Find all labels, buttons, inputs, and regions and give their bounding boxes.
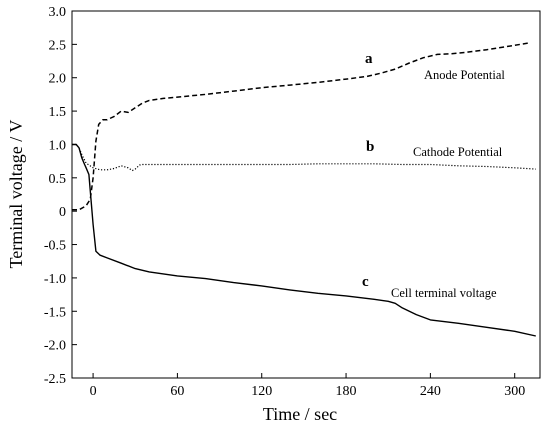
y-axis-ticks: 3.0 2.5 2.0 1.5 1.0 0.5 0 -0.5 -1.0 -1.5 -2.0 -2.5: [44, 5, 77, 387]
y-tick-label: -1.0: [44, 272, 66, 287]
y-tick-label: 1.5: [49, 105, 67, 120]
y-tick-label: -2.0: [44, 339, 66, 354]
y-axis-title: Terminal voltage / V: [6, 120, 26, 269]
y-tick-label: 0.5: [49, 172, 67, 187]
x-axis-ticks: 0 60 120 180 240 300: [90, 373, 525, 399]
series-b-note: Cathode Potential: [413, 145, 503, 159]
x-tick-label: 60: [170, 384, 184, 399]
plot-frame: [71, 10, 541, 379]
y-tick-label: -2.5: [44, 372, 66, 387]
y-tick-label: -1.5: [44, 305, 66, 320]
y-tick-label: 2.5: [49, 38, 67, 53]
series-line-a: [72, 42, 529, 211]
x-tick-label: 0: [90, 384, 97, 399]
series-c-letter: c: [362, 274, 369, 290]
y-tick-label: 1.0: [49, 138, 67, 153]
y-tick-label: 0: [59, 205, 66, 220]
series-line-b: [72, 143, 536, 172]
x-axis-title: Time / sec: [263, 404, 337, 424]
series-layer: [72, 42, 536, 337]
series-a-note: Anode Potential: [424, 68, 505, 82]
series-b-letter: b: [366, 139, 374, 155]
series-c-note: Cell terminal voltage: [391, 286, 497, 300]
x-tick-label: 240: [420, 384, 441, 399]
x-tick-label: 300: [504, 384, 525, 399]
x-tick-label: 180: [336, 384, 357, 399]
y-tick-label: 3.0: [49, 5, 67, 20]
y-tick-label: -0.5: [44, 239, 66, 254]
y-tick-label: 2.0: [49, 72, 67, 87]
series-a-letter: a: [365, 51, 373, 67]
x-tick-label: 120: [251, 384, 272, 399]
series-line-c: [72, 143, 536, 337]
